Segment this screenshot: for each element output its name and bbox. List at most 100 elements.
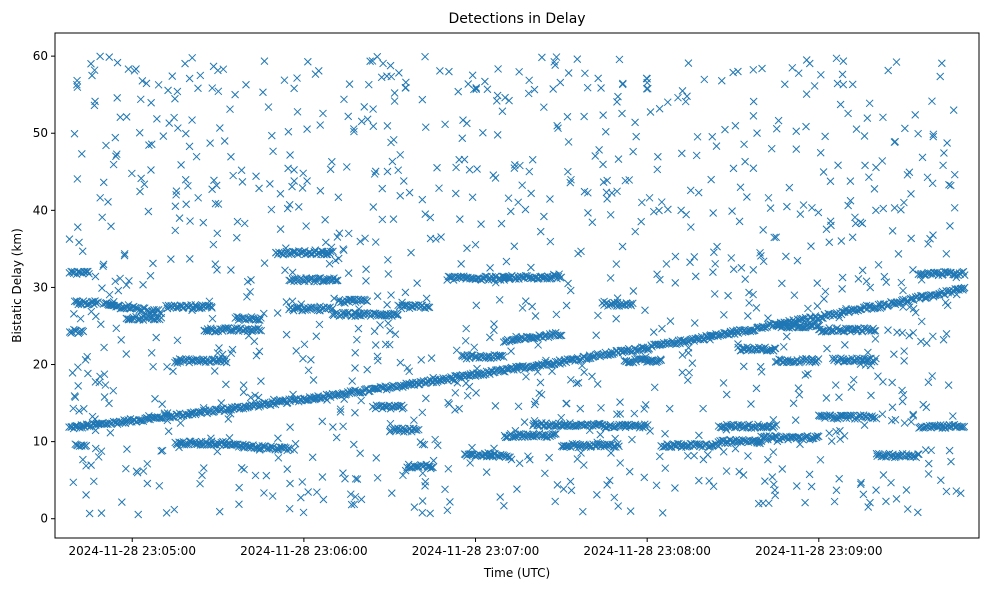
data-point <box>583 83 592 92</box>
data-point <box>326 165 335 174</box>
data-point <box>339 469 347 477</box>
data-point <box>354 324 363 333</box>
data-point <box>832 54 841 63</box>
data-point <box>108 301 116 309</box>
data-point <box>662 260 671 268</box>
data-point <box>311 246 320 254</box>
data-point <box>722 425 731 434</box>
data-point <box>870 327 879 335</box>
data-point <box>540 212 548 221</box>
data-point <box>373 473 382 482</box>
data-point <box>933 290 941 299</box>
data-point <box>282 330 291 339</box>
data-point <box>525 167 534 176</box>
data-point <box>890 350 898 359</box>
data-point <box>553 481 562 489</box>
data-point <box>530 85 539 94</box>
data-point <box>929 132 938 141</box>
data-point <box>629 147 637 156</box>
data-point <box>463 244 471 253</box>
data-point <box>728 207 736 215</box>
data-point <box>309 376 318 384</box>
data-point <box>727 254 736 262</box>
data-point <box>308 453 317 462</box>
data-point <box>552 310 561 319</box>
x-tick-label-1: 2024-11-28 23:06:00 <box>240 544 367 558</box>
data-point <box>70 129 79 138</box>
data-point <box>813 279 822 287</box>
data-point <box>298 478 307 486</box>
data-point <box>334 193 343 202</box>
data-point <box>376 321 384 329</box>
data-point <box>232 233 241 242</box>
data-point <box>801 432 810 441</box>
data-point <box>884 66 893 75</box>
data-point <box>848 80 857 89</box>
data-point <box>576 404 585 413</box>
data-point <box>929 231 937 240</box>
data-point <box>299 508 308 517</box>
data-point <box>69 478 78 487</box>
data-point <box>556 78 565 87</box>
data-point <box>658 508 667 517</box>
data-point <box>749 266 758 274</box>
data-point <box>758 324 766 333</box>
data-point <box>531 312 540 320</box>
data-point <box>186 217 194 225</box>
data-point <box>426 462 434 471</box>
data-point <box>743 312 752 320</box>
data-point <box>342 163 351 171</box>
data-point <box>663 98 672 107</box>
data-point <box>99 178 108 187</box>
data-point <box>184 181 192 190</box>
data-point <box>222 324 230 333</box>
data-point <box>413 279 422 287</box>
data-point <box>451 388 460 397</box>
data-point <box>729 164 738 173</box>
data-point <box>330 310 339 318</box>
data-point <box>371 167 380 176</box>
data-point <box>398 298 406 307</box>
data-point <box>143 479 152 488</box>
data-point <box>528 155 537 164</box>
data-point <box>391 310 400 319</box>
data-point <box>831 381 840 389</box>
data-point <box>827 437 836 445</box>
data-point <box>659 443 667 452</box>
data-point <box>564 167 572 176</box>
data-point <box>213 266 221 274</box>
data-point <box>724 291 732 300</box>
data-point <box>339 422 347 431</box>
data-point <box>159 132 168 140</box>
data-point <box>780 80 789 89</box>
data-point <box>690 319 699 327</box>
data-point <box>151 394 159 403</box>
data-point <box>839 80 848 89</box>
data-point <box>527 189 535 198</box>
data-point <box>98 213 107 222</box>
data-point <box>96 193 105 202</box>
data-point <box>491 174 500 182</box>
data-point <box>333 233 342 241</box>
data-point <box>78 247 87 256</box>
data-point <box>752 384 761 393</box>
data-point <box>303 57 312 66</box>
data-point <box>267 131 276 140</box>
data-point <box>719 447 728 456</box>
data-point <box>838 273 847 282</box>
data-point <box>122 113 131 121</box>
data-point <box>882 497 890 506</box>
data-point <box>281 266 289 275</box>
data-point <box>625 347 634 355</box>
data-point <box>557 331 566 340</box>
data-point <box>284 127 293 136</box>
data-point <box>618 242 627 251</box>
data-point <box>104 198 112 206</box>
data-point <box>153 115 161 123</box>
data-point <box>465 382 474 391</box>
data-point <box>84 369 92 378</box>
data-point <box>950 203 959 212</box>
data-point <box>907 190 915 198</box>
data-point <box>879 113 887 122</box>
data-point <box>510 164 519 173</box>
